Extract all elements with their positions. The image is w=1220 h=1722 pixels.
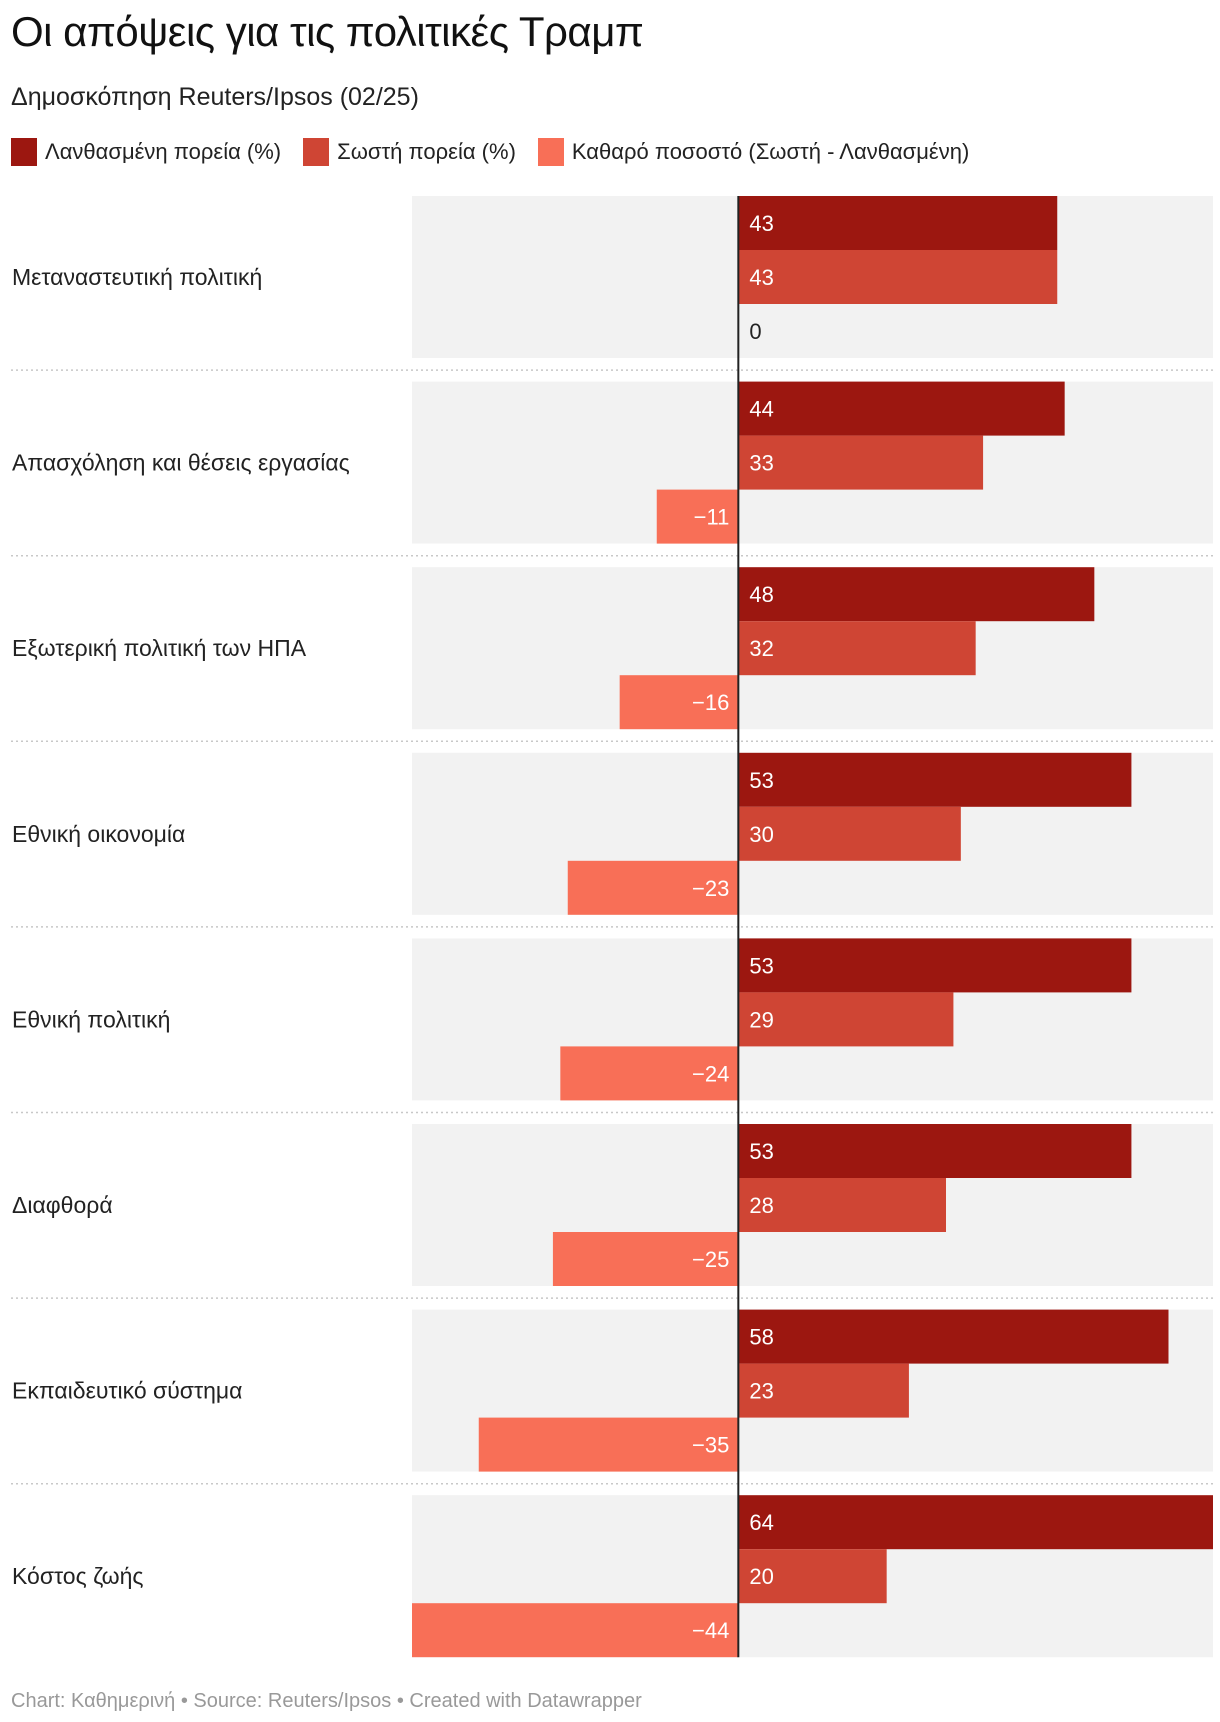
- legend-label-right: Σωστή πορεία (%): [337, 139, 516, 164]
- legend-item-wrong: Λανθασμένη πορεία (%): [11, 138, 281, 166]
- data-label: 64: [749, 1510, 773, 1535]
- chart-title: Οι απόψεις για τις πολιτικές Τραμπ: [11, 8, 644, 55]
- bar: [656, 489, 739, 544]
- bar: [738, 196, 1058, 250]
- data-label: 32: [749, 636, 773, 661]
- category-label: Εξωτερική πολιτική των ΗΠΑ: [12, 635, 307, 661]
- data-label: −35: [692, 1433, 729, 1458]
- data-label: −44: [692, 1618, 729, 1643]
- data-label: 44: [749, 397, 773, 422]
- bar: [738, 938, 1132, 993]
- bar: [738, 1495, 1213, 1550]
- bar: [738, 250, 1058, 304]
- data-label: 48: [749, 582, 773, 607]
- category-label: Κόστος ζωής: [12, 1563, 144, 1589]
- bar: [738, 435, 984, 490]
- data-label: 33: [749, 451, 773, 476]
- bar: [478, 1417, 739, 1472]
- bar: [560, 1046, 739, 1101]
- bar: [738, 992, 954, 1047]
- bar: [738, 567, 1095, 622]
- bar: [738, 1124, 1132, 1178]
- data-label: −11: [694, 505, 730, 530]
- category-label: Εθνική πολιτική: [12, 1006, 170, 1032]
- bar: [738, 752, 1132, 807]
- data-label: −24: [692, 1061, 729, 1086]
- category-label: Εκπαιδευτικό σύστημα: [12, 1378, 242, 1404]
- bar: [738, 1178, 946, 1232]
- bar: [738, 381, 1065, 436]
- data-label: 0: [749, 319, 761, 344]
- bar: [738, 621, 976, 676]
- data-label: 53: [749, 1139, 773, 1164]
- data-label: 23: [749, 1379, 773, 1404]
- data-label: 43: [749, 211, 773, 236]
- legend-swatch-wrong: [11, 138, 37, 166]
- bar: [738, 1549, 887, 1604]
- chart-footer: Chart: Καθημερινή • Source: Reuters/Ipso…: [11, 1690, 642, 1712]
- data-label: 30: [749, 822, 773, 847]
- bar: [738, 1363, 909, 1418]
- data-label: 58: [749, 1325, 773, 1350]
- category-label: Μεταναστευτική πολιτική: [12, 264, 262, 290]
- bar: [552, 1232, 739, 1286]
- chart-subtitle: Δημοσκόπηση Reuters/Ipsos (02/25): [11, 83, 419, 111]
- data-label: 29: [749, 1007, 773, 1032]
- bar: [738, 1309, 1169, 1364]
- bar: [738, 806, 961, 861]
- bar-chart: Μεταναστευτική πολιτική 43 43 0 Απασχόληση κ…: [11, 196, 1213, 1658]
- bar: [619, 675, 739, 730]
- bar: [567, 860, 739, 915]
- legend-label-net: Καθαρό ποσοστό (Σωστή - Λανθασμένη): [571, 139, 970, 164]
- legend-swatch-net: [537, 138, 564, 166]
- legend-label-wrong: Λανθασμένη πορεία (%): [45, 139, 282, 164]
- category-label: Απασχόληση και θέσεις εργασίας: [12, 450, 350, 476]
- data-label: −16: [692, 690, 729, 715]
- legend-swatch-right: [303, 138, 330, 166]
- category-label: Εθνική οικονομία: [12, 821, 185, 847]
- data-label: 53: [749, 953, 773, 978]
- data-label: 28: [749, 1193, 773, 1218]
- data-label: −23: [692, 876, 729, 901]
- legend-item-right: Σωστή πορεία (%): [303, 138, 516, 166]
- category-label: Διαφθορά: [12, 1192, 113, 1218]
- data-label: 53: [749, 768, 773, 793]
- data-label: −25: [692, 1247, 729, 1272]
- legend-item-net: Καθαρό ποσοστό (Σωστή - Λανθασμένη): [537, 138, 970, 166]
- legend: Λανθασμένη πορεία (%) Σωστή πορεία (%) Κ…: [11, 138, 991, 166]
- bar: [412, 1603, 739, 1658]
- data-label: 20: [749, 1564, 773, 1589]
- data-label: 43: [749, 265, 773, 290]
